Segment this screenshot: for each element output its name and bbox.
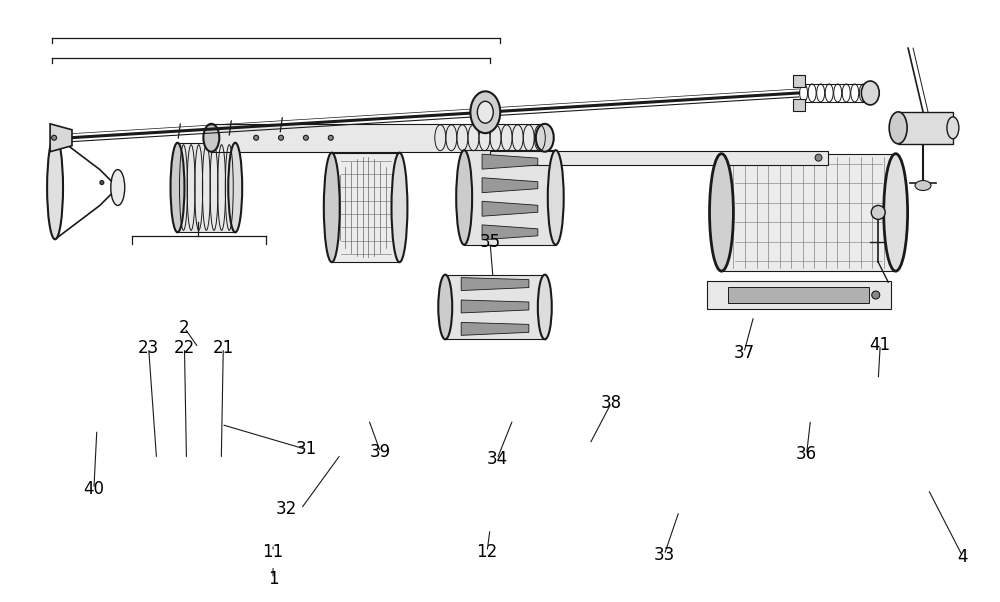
Text: 35: 35	[479, 233, 501, 251]
Polygon shape	[482, 178, 538, 193]
Text: 36: 36	[796, 445, 817, 464]
Text: 4: 4	[958, 548, 968, 566]
Ellipse shape	[536, 124, 554, 152]
Text: 38: 38	[601, 394, 622, 412]
Bar	[721, 154, 896, 271]
Ellipse shape	[303, 135, 308, 140]
Text: 39: 39	[370, 443, 391, 461]
Text: 1: 1	[268, 569, 278, 588]
Ellipse shape	[328, 135, 333, 140]
Ellipse shape	[815, 154, 822, 161]
Bar	[445, 275, 545, 340]
Ellipse shape	[456, 150, 472, 245]
Bar	[728, 287, 869, 303]
Ellipse shape	[538, 275, 552, 340]
Text: 41: 41	[870, 336, 891, 354]
Ellipse shape	[710, 154, 733, 271]
Ellipse shape	[47, 136, 63, 239]
Polygon shape	[50, 124, 72, 152]
Text: 31: 31	[295, 440, 317, 458]
Ellipse shape	[915, 181, 931, 190]
Ellipse shape	[477, 101, 493, 123]
Text: 22: 22	[174, 339, 195, 357]
Text: 34: 34	[486, 450, 508, 468]
Ellipse shape	[100, 181, 104, 185]
Text: 2: 2	[179, 319, 190, 337]
Ellipse shape	[548, 150, 564, 245]
Ellipse shape	[392, 153, 407, 262]
Polygon shape	[482, 154, 538, 169]
Ellipse shape	[884, 154, 908, 271]
Ellipse shape	[52, 135, 57, 140]
Text: 33: 33	[654, 546, 675, 564]
Text: 11: 11	[262, 543, 284, 561]
Polygon shape	[461, 300, 529, 313]
Ellipse shape	[111, 170, 125, 205]
Ellipse shape	[470, 92, 500, 133]
Ellipse shape	[861, 81, 879, 105]
Bar	[490, 150, 828, 164]
Text: 12: 12	[476, 543, 498, 561]
Ellipse shape	[171, 143, 184, 232]
Bar	[332, 153, 399, 262]
Polygon shape	[482, 201, 538, 216]
Text: 40: 40	[83, 480, 104, 498]
Bar	[898, 112, 953, 144]
Polygon shape	[461, 323, 529, 335]
Bar	[177, 143, 235, 232]
Polygon shape	[461, 278, 529, 291]
Polygon shape	[482, 225, 538, 240]
Ellipse shape	[872, 291, 880, 299]
Text: 37: 37	[733, 344, 754, 362]
Bar	[793, 99, 805, 111]
Bar	[464, 150, 556, 245]
Ellipse shape	[947, 117, 959, 138]
Ellipse shape	[254, 135, 259, 140]
Ellipse shape	[438, 275, 452, 340]
Ellipse shape	[279, 135, 284, 140]
Bar	[707, 281, 891, 309]
Ellipse shape	[324, 153, 340, 262]
Ellipse shape	[871, 205, 885, 219]
Text: 32: 32	[275, 500, 297, 518]
Bar	[211, 124, 545, 152]
Ellipse shape	[203, 124, 219, 152]
Bar	[793, 75, 805, 87]
Text: 21: 21	[213, 339, 234, 357]
Ellipse shape	[889, 112, 907, 144]
Text: 23: 23	[138, 339, 159, 357]
Ellipse shape	[228, 143, 242, 232]
